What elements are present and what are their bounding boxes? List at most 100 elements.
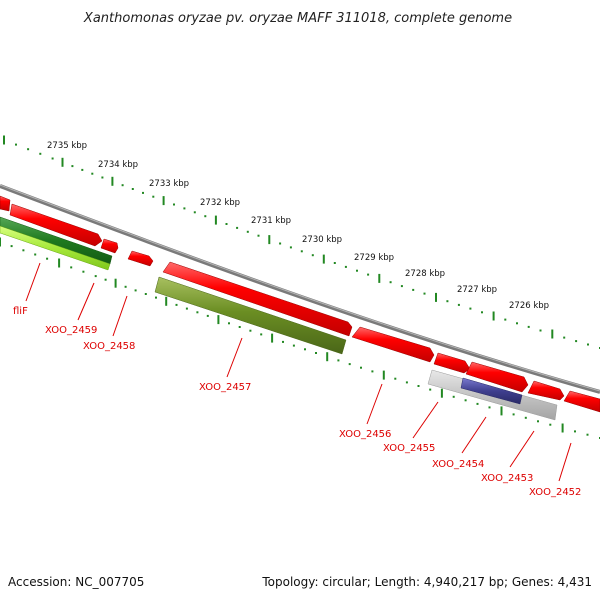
kbp-label: 2735 kbp [47, 141, 87, 151]
ruler-dot [446, 300, 449, 303]
ruler-dot [574, 430, 576, 433]
gene-label[interactable]: XOO_2453 [481, 473, 533, 484]
ruler-dot [121, 184, 124, 187]
ruler-dot [185, 307, 188, 310]
cds-arrow[interactable] [465, 361, 529, 393]
gene-label[interactable]: XOO_2457 [199, 382, 251, 393]
ruler-dot [206, 314, 209, 317]
ruler-dot [337, 359, 340, 362]
ruler-dot [304, 348, 306, 351]
leader-line [226, 337, 243, 378]
ruler-dot [537, 420, 539, 423]
cds-arrow[interactable] [0, 195, 11, 212]
outer-ruler-labels: 2735 kbp 2734 kbp 2733 kbp 2732 kbp 2731… [47, 141, 549, 311]
ruler-dot [249, 329, 252, 332]
ruler-dot [94, 275, 97, 278]
ruler-dot [488, 406, 491, 409]
ruler-dot [27, 148, 30, 151]
ruler-dot [236, 226, 239, 229]
ruler-dot [464, 399, 467, 402]
cds-arrow[interactable] [351, 326, 435, 363]
ruler-dot [134, 289, 137, 292]
ruler-dot [124, 285, 127, 288]
outer-ruler-dots [15, 143, 600, 349]
ruler-dot [563, 336, 566, 339]
genome-backbone [0, 184, 600, 394]
ruler-dot [82, 270, 85, 273]
ruler-dot [400, 285, 403, 288]
kbp-label: 2729 kbp [354, 253, 394, 263]
cds-arrow[interactable] [433, 352, 471, 374]
ruler-dot [539, 329, 542, 332]
ruler-dot [204, 215, 207, 218]
leader-line [509, 430, 535, 468]
gene-label[interactable]: XOO_2452 [529, 487, 581, 498]
ruler-dot [371, 370, 374, 373]
kbp-label: 2731 kbp [251, 216, 291, 226]
feature-bar[interactable] [154, 276, 347, 355]
cds-arrow[interactable] [527, 380, 565, 401]
ruler-dot [423, 292, 426, 295]
ruler-dot [175, 303, 178, 306]
kbp-label: 2734 kbp [98, 160, 138, 170]
gene-label[interactable]: XOO_2454 [432, 459, 484, 470]
inner-ruler-dots [10, 245, 600, 439]
cds-arrow[interactable] [9, 203, 103, 247]
cds-arrow[interactable] [563, 390, 600, 413]
ruler-dot [344, 265, 347, 268]
kbp-label: 2732 kbp [200, 198, 240, 208]
leader-line [112, 295, 128, 337]
ruler-dot [476, 402, 479, 405]
gene-label[interactable]: XOO_2456 [339, 429, 391, 440]
inner-ruler-ticks [0, 237, 564, 433]
ruler-dot [282, 340, 284, 343]
ruler-dot [516, 322, 518, 325]
ruler-dot [524, 416, 527, 419]
ruler-dot [91, 172, 94, 175]
feature-bar[interactable] [0, 225, 111, 271]
gene-label[interactable]: XOO_2459 [45, 325, 97, 336]
ruler-dot [481, 311, 483, 314]
kbp-label: 2727 kbp [457, 285, 497, 295]
cds-arrow[interactable] [127, 250, 154, 267]
ruler-dot [81, 168, 84, 171]
ruler-dot [512, 413, 515, 416]
leader-line [558, 442, 572, 482]
outer-ruler: 2735 kbp 2734 kbp 2733 kbp 2732 kbp 2731… [3, 135, 600, 349]
ruler-dot [10, 245, 13, 248]
ruler-dot [575, 340, 578, 343]
ruler-dot [469, 307, 472, 310]
ruler-dot [104, 278, 107, 281]
cds-arrow[interactable] [100, 238, 119, 254]
leader-line [25, 262, 41, 302]
ruler-dot [152, 195, 155, 198]
genome-summary-text: Topology: circular; Length: 4,940,217 bp… [261, 575, 592, 589]
ruler-dot [429, 388, 432, 391]
ruler-dot [173, 203, 175, 206]
ruler-dot [405, 381, 408, 384]
feature-bar[interactable] [460, 377, 523, 405]
kbp-label: 2728 kbp [405, 269, 445, 279]
leader-line [366, 383, 383, 425]
ruler-dot [360, 366, 362, 369]
outer-ruler-ticks [3, 135, 554, 339]
gene-label[interactable]: XOO_2458 [83, 341, 135, 352]
ruler-dot [34, 253, 37, 256]
ruler-dot [389, 281, 392, 284]
ruler-dot [300, 250, 303, 253]
ruler-dot [417, 385, 420, 387]
ruler-dot [39, 152, 42, 155]
gene-label[interactable]: XOO_2455 [383, 443, 435, 454]
ruler-dot [311, 254, 314, 257]
cds-arrow[interactable] [162, 261, 353, 337]
leader-line [412, 401, 439, 439]
cds-track [0, 195, 600, 413]
gene-label[interactable]: fliF [13, 306, 28, 317]
ruler-dot [394, 377, 397, 380]
ruler-dot [196, 311, 199, 314]
ruler-dot [183, 207, 186, 210]
ruler-dot [101, 176, 104, 179]
ruler-dot [257, 234, 260, 237]
ruler-dot [292, 344, 295, 347]
